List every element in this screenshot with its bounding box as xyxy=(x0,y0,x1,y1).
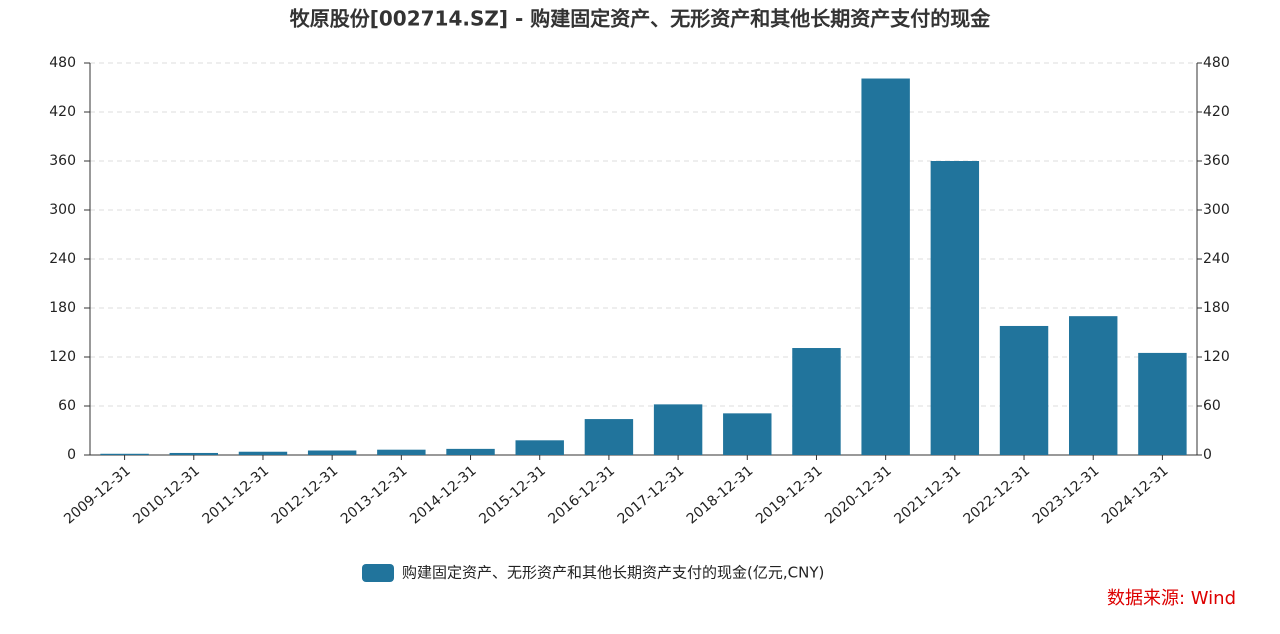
y-tick-label: 360 xyxy=(49,153,76,169)
x-tick-label: 2011-12-31 xyxy=(199,463,272,528)
legend-swatch xyxy=(362,564,394,582)
y2-tick-label: 120 xyxy=(1203,349,1230,365)
y-tick-label: 240 xyxy=(49,251,76,267)
bar xyxy=(446,448,495,455)
source-note: 数据来源: Wind xyxy=(1107,588,1236,609)
x-tick-label: 2013-12-31 xyxy=(338,463,411,528)
y2-tick-label: 180 xyxy=(1203,300,1230,316)
x-tick-label: 2018-12-31 xyxy=(684,463,757,528)
y2-tick-label: 60 xyxy=(1203,398,1221,414)
y2-tick-label: 420 xyxy=(1203,104,1230,120)
y-tick-label: 120 xyxy=(49,349,76,365)
x-tick-label: 2024-12-31 xyxy=(1099,463,1172,528)
x-tick-label: 2010-12-31 xyxy=(130,463,203,528)
bar xyxy=(653,404,703,455)
y2-tick-label: 240 xyxy=(1203,251,1230,267)
x-tick-label: 2012-12-31 xyxy=(269,463,342,528)
bar xyxy=(723,413,772,455)
x-tick-label: 2014-12-31 xyxy=(407,463,480,528)
y-tick-label: 300 xyxy=(49,202,76,218)
bar xyxy=(1069,316,1118,455)
x-tick-label: 2020-12-31 xyxy=(822,463,895,528)
bar xyxy=(515,440,564,455)
bar xyxy=(1138,352,1187,455)
y-tick-label: 480 xyxy=(49,55,76,71)
legend-label: 购建固定资产、无形资产和其他长期资产支付的现金(亿元,CNY) xyxy=(402,564,824,582)
bar xyxy=(930,161,980,455)
y-tick-label: 420 xyxy=(49,104,76,120)
y2-tick-label: 480 xyxy=(1203,55,1230,71)
x-tick-label: 2021-12-31 xyxy=(891,463,964,528)
x-tick-label: 2015-12-31 xyxy=(476,463,549,528)
x-tick-label: 2009-12-31 xyxy=(61,463,134,528)
bar xyxy=(999,325,1049,455)
bar xyxy=(861,78,910,456)
y-tick-label: 0 xyxy=(67,447,76,463)
x-tick-label: 2023-12-31 xyxy=(1030,463,1103,528)
bar xyxy=(169,452,218,455)
bar xyxy=(584,419,634,455)
bar xyxy=(238,451,288,455)
bar xyxy=(307,450,357,455)
y-tick-label: 60 xyxy=(58,398,76,414)
bar xyxy=(100,453,149,455)
x-tick-label: 2017-12-31 xyxy=(615,463,688,528)
chart-title: 牧原股份[002714.SZ] - 购建固定资产、无形资产和其他长期资产支付的现… xyxy=(290,7,992,31)
x-tick-label: 2016-12-31 xyxy=(545,463,618,528)
x-tick-label: 2022-12-31 xyxy=(961,463,1034,528)
y2-tick-label: 360 xyxy=(1203,153,1230,169)
bar xyxy=(792,348,841,455)
y2-tick-label: 0 xyxy=(1203,447,1212,463)
x-tick-label: 2019-12-31 xyxy=(753,463,826,528)
y2-tick-label: 300 xyxy=(1203,202,1230,218)
y-tick-label: 180 xyxy=(49,300,76,316)
bar xyxy=(377,449,426,455)
